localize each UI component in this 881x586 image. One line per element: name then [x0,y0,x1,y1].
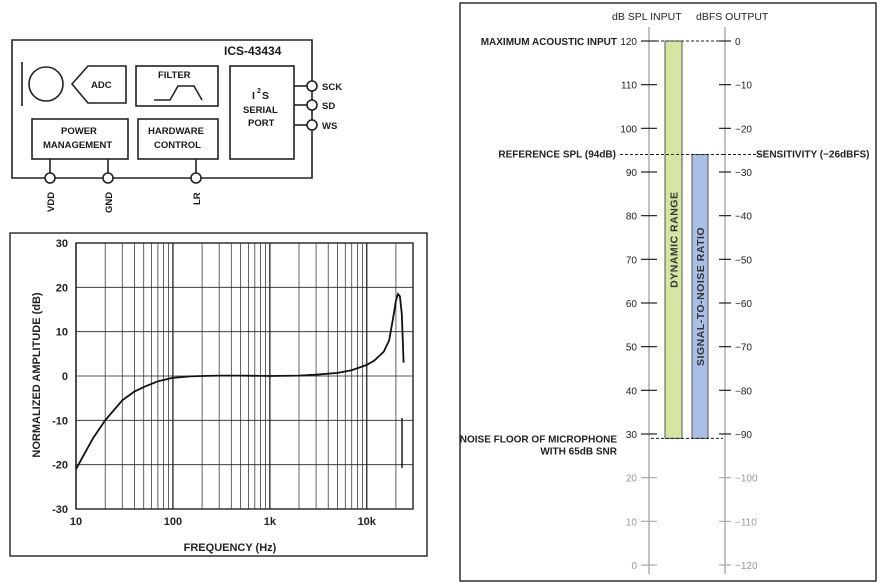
left-tick-label: 90 [626,168,638,179]
y-tick-label: 10 [56,327,68,339]
y-tick-label: -30 [52,504,68,516]
y-tick-label: -10 [52,415,68,427]
hw-label-2: CONTROL [154,140,201,151]
dr-axis-ticks: 12011010090807060504030201000−10−20−30−4… [620,37,758,572]
y-tick-label: 30 [56,238,68,250]
right-axis-title: dBFS OUTPUT [696,11,769,23]
pin-gnd [102,172,114,184]
i2s-sup: 2 [257,88,261,95]
y-tick-label: -20 [52,460,68,472]
left-tick-label: 110 [621,81,637,92]
y-tick-labels: 30 20 10 0 -10 -20 -30 [52,238,68,516]
pin-lr-label: LR [192,192,203,205]
pin-sd [306,99,318,111]
left-tick-label: 60 [626,299,638,310]
dr-bars: DYNAMIC RANGE SIGNAL-TO-NOISE RATIO [664,40,709,439]
power-management-block [31,118,129,160]
chip-outline [11,39,313,179]
x-tick-labels: 10 100 1k 10k [70,516,377,528]
y-tick-label: 0 [62,371,68,383]
chart-grid [75,242,414,510]
i2s-s: S [262,90,269,102]
x-axis-label: FREQUENCY (Hz) [184,542,277,554]
filter-label: FILTER [158,70,191,81]
y-tick-label: 20 [56,282,68,294]
pin-gnd-label: GND [104,192,115,213]
reference-label-left: REFERENCE SPL (94dB) [498,150,616,161]
dr-frame [459,2,877,582]
right-tick-label: −10 [735,81,752,92]
adc-label: ADC [91,80,112,91]
left-axis-title: dB SPL INPUT [612,11,682,23]
i2s-i: I [252,90,255,102]
i2s-port: PORT [248,118,275,129]
right-tick-label: −60 [735,299,752,310]
power-label-2: MANAGEMENT [43,140,112,151]
right-tick-label: −90 [735,430,752,441]
snr-bar [691,154,709,439]
right-tick-label: −120 [735,561,758,572]
bottom-pins: VDD GND LR [44,159,203,213]
frequency-response-line [75,292,405,470]
left-tick-label: 120 [620,37,637,48]
filter-response-icon [154,85,203,101]
x-tick-label: 1k [264,516,277,528]
power-label-1: POWER [61,126,97,137]
right-pins: SCK SD WS [294,80,342,132]
block-diagram: ICS-43434 ADC FILTER I 2 S SERIAL PORT P… [11,39,342,213]
chart-frame [9,232,428,557]
left-tick-label: 50 [626,343,638,354]
reference-label-left-2: WITH 65dB SNR [540,446,617,457]
left-tick-label: 80 [626,212,638,223]
pin-sck-label: SCK [322,82,342,93]
left-tick-label: 30 [626,430,638,441]
pin-lr [190,172,202,184]
left-tick-label: 20 [626,474,638,485]
adc-block [70,65,127,104]
dynamic-range-chart: dB SPL INPUT dBFS OUTPUT 120110100908070… [459,2,877,582]
x-tick-label: 100 [164,516,182,528]
right-tick-label: −100 [735,474,758,485]
hardware-control-block [137,118,219,160]
snr-label: SIGNAL-TO-NOISE RATIO [695,227,707,366]
left-tick-label: 70 [626,255,638,266]
i2s-serial: SERIAL [243,105,278,116]
hw-label-1: HARDWARE [148,126,204,137]
pin-sck [306,80,318,92]
right-tick-label: −110 [735,517,757,528]
pin-vdd-label: VDD [46,192,57,212]
dr-reference-lines: MAXIMUM ACOUSTIC INPUT REFERENCE SPL (94d… [460,37,870,457]
right-tick-label: −50 [735,255,752,266]
right-tick-label: 0 [735,37,741,48]
dynamic-range-label: DYNAMIC RANGE [669,192,681,288]
pin-ws-label: WS [322,121,337,132]
chip-title: ICS-43434 [224,44,282,58]
left-tick-label: 10 [626,517,638,528]
microphone-icon [28,66,64,102]
y-axis-label: NORMALIZED AMPLITUDE (dB) [31,292,43,458]
x-tick-label: 10 [70,516,82,528]
pin-ws [306,119,318,131]
left-tick-label: 0 [631,561,637,572]
reference-label-right: SENSITIVITY (−26dBFS) [756,150,869,161]
right-tick-label: −40 [735,212,752,223]
reference-label-left: MAXIMUM ACOUSTIC INPUT [481,37,617,48]
i2s-serial-port-block [229,65,295,160]
right-tick-label: −30 [735,168,752,179]
left-tick-label: 40 [626,386,638,397]
pin-vdd [44,172,56,184]
right-tick-label: −70 [735,343,752,354]
x-tick-label: 10k [358,516,377,528]
right-tick-label: −20 [735,124,752,135]
filter-block [135,65,219,107]
reference-label-left: NOISE FLOOR OF MICROPHONE [460,434,618,445]
right-tick-label: −80 [735,386,752,397]
left-tick-label: 100 [620,124,637,135]
pin-sd-label: SD [322,101,335,112]
